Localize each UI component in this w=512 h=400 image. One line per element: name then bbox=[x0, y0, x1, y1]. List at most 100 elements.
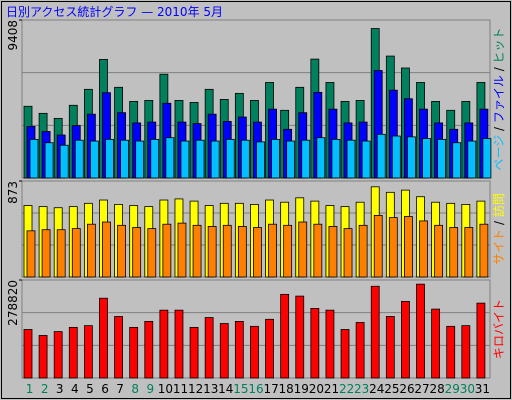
x-tick-label: 18 bbox=[279, 382, 294, 396]
bar bbox=[343, 228, 353, 278]
x-tick-label: 26 bbox=[399, 382, 414, 396]
bar bbox=[56, 229, 66, 278]
bar bbox=[147, 228, 157, 278]
x-tick-label: 2 bbox=[41, 382, 49, 396]
x-tick-label: 23 bbox=[354, 382, 369, 396]
bar bbox=[265, 318, 274, 379]
chart-title: 日別アクセス統計グラフ — 2010年 5月 bbox=[6, 4, 223, 19]
bar bbox=[434, 224, 444, 278]
bar bbox=[370, 285, 380, 379]
bar bbox=[467, 140, 477, 179]
x-tick-label: 8 bbox=[131, 382, 139, 396]
x-tick-label: 6 bbox=[101, 382, 109, 396]
legend-entry: ファイル bbox=[492, 75, 506, 123]
x-tick-label: 9 bbox=[147, 382, 155, 396]
x-tick-label: 29 bbox=[445, 382, 460, 396]
bar bbox=[407, 136, 416, 179]
bar bbox=[310, 308, 320, 379]
bar bbox=[256, 141, 265, 179]
x-tick-label: 24 bbox=[369, 382, 384, 396]
x-tick-label: 3 bbox=[56, 382, 64, 396]
bar bbox=[446, 325, 456, 379]
bar bbox=[29, 138, 39, 179]
x-tick-label: 4 bbox=[71, 382, 79, 396]
bar bbox=[476, 302, 486, 379]
bar bbox=[165, 137, 175, 179]
x-tick-label: 11 bbox=[173, 382, 188, 396]
bar bbox=[219, 323, 229, 379]
bar bbox=[26, 230, 36, 278]
bar bbox=[328, 226, 338, 278]
bar bbox=[159, 309, 169, 379]
bar bbox=[283, 224, 293, 278]
bar bbox=[301, 139, 311, 179]
bar bbox=[120, 139, 129, 179]
bar bbox=[461, 325, 471, 379]
bar bbox=[86, 223, 96, 278]
bar bbox=[129, 326, 139, 379]
bar bbox=[268, 223, 277, 278]
bar bbox=[74, 139, 84, 179]
bar bbox=[464, 227, 474, 278]
legend-separator: / bbox=[492, 123, 506, 135]
bar bbox=[234, 321, 244, 379]
x-tick-label: 5 bbox=[86, 382, 94, 396]
x-tick-label: 20 bbox=[309, 382, 324, 396]
bar bbox=[180, 140, 190, 179]
bar bbox=[298, 221, 308, 278]
x-tick-label: 19 bbox=[294, 382, 309, 396]
x-tick-label: 7 bbox=[116, 382, 124, 396]
bar bbox=[316, 137, 326, 179]
x-tick-label: 16 bbox=[248, 382, 263, 396]
bar bbox=[313, 223, 323, 278]
x-tick-label: 22 bbox=[339, 382, 354, 396]
bar bbox=[102, 221, 111, 278]
bar bbox=[449, 227, 459, 278]
bar bbox=[355, 322, 365, 379]
x-tick-label: 15 bbox=[233, 382, 248, 396]
bar bbox=[240, 139, 250, 179]
legend: ページ / ファイル / ヒット bbox=[492, 27, 506, 170]
bar bbox=[479, 223, 489, 278]
bar bbox=[68, 326, 78, 379]
bar bbox=[391, 135, 401, 179]
bar bbox=[71, 228, 81, 278]
bar bbox=[114, 316, 123, 379]
bar bbox=[331, 138, 341, 179]
x-tick-label: 13 bbox=[203, 382, 218, 396]
bar bbox=[210, 140, 220, 179]
bar bbox=[325, 309, 335, 379]
x-tick-label: 30 bbox=[460, 382, 475, 396]
bar bbox=[250, 325, 259, 379]
bar bbox=[41, 229, 51, 278]
bar bbox=[422, 138, 431, 179]
bar bbox=[376, 133, 386, 179]
bar bbox=[388, 217, 398, 278]
y-tick-label: 873 bbox=[6, 181, 20, 204]
bar bbox=[295, 295, 305, 379]
bar bbox=[23, 329, 33, 379]
bar bbox=[105, 138, 114, 179]
bar bbox=[340, 329, 350, 379]
bar bbox=[135, 140, 145, 179]
x-tick-label: 28 bbox=[430, 382, 445, 396]
x-tick-label: 17 bbox=[263, 382, 278, 396]
bar bbox=[177, 222, 187, 278]
bar bbox=[482, 138, 492, 179]
bar bbox=[132, 227, 142, 278]
bar bbox=[271, 138, 280, 179]
legend-separator: / bbox=[492, 217, 506, 229]
bar bbox=[225, 138, 235, 179]
legend-separator: / bbox=[492, 63, 506, 75]
bar bbox=[253, 227, 262, 278]
bar bbox=[192, 224, 202, 278]
legend: サイト / 訪問 bbox=[491, 193, 506, 265]
x-tick-label: 14 bbox=[218, 382, 233, 396]
x-tick-label: 25 bbox=[384, 382, 399, 396]
legend-entry: ヒット bbox=[492, 27, 506, 63]
bar bbox=[162, 223, 172, 278]
bar bbox=[53, 331, 63, 379]
bar bbox=[404, 216, 413, 278]
